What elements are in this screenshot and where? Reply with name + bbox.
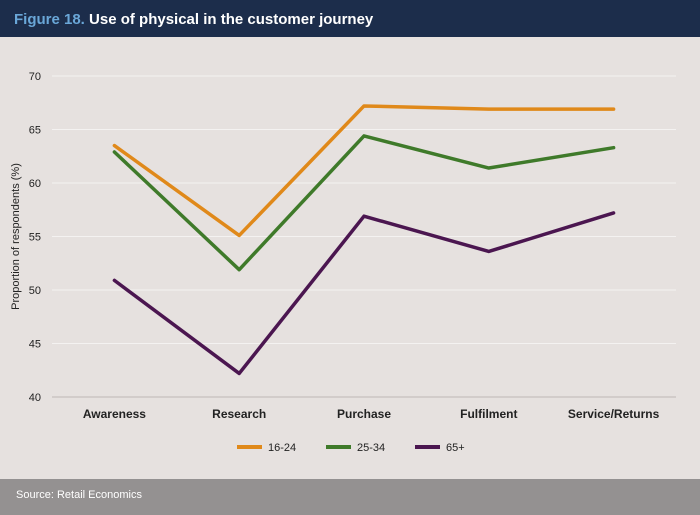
y-tick-label: 40 [29, 392, 41, 404]
source-footer: Source: Retail Economics [0, 479, 700, 515]
figure-header: Figure 18. Use of physical in the custom… [0, 0, 700, 37]
y-tick-label: 65 [29, 125, 41, 137]
y-axis-label: Proportion of respondents (%) [10, 163, 22, 310]
x-category-label: Awareness [83, 407, 146, 421]
x-category-label: Purchase [337, 407, 391, 421]
y-tick-label: 55 [29, 232, 41, 244]
series-line-65+ [112, 211, 616, 376]
x-axis-categories: Awareness Research Purchase Fulfilment Servi… [83, 407, 660, 421]
source-note: Source: Retail Economics [16, 489, 142, 501]
x-category-label: Research [212, 407, 266, 421]
series-lines [112, 104, 616, 376]
grid-lines [52, 75, 676, 398]
legend-label: 25-34 [357, 442, 385, 454]
y-tick-label: 60 [29, 178, 41, 190]
figure-label: Figure 18. [14, 11, 85, 28]
series-line-25-34 [112, 134, 616, 272]
legend-label: 65+ [446, 442, 465, 454]
legend-item: 16-24 [237, 442, 296, 454]
y-tick-label: 50 [29, 285, 41, 297]
figure-title: Use of physical in the customer journey [89, 11, 374, 28]
line-chart: 40 45 50 55 60 65 70 Proportion of respondents… [10, 71, 676, 454]
y-tick-label: 70 [29, 71, 41, 83]
x-category-label: Service/Returns [568, 407, 660, 421]
legend-item: 25-34 [326, 442, 385, 454]
legend-item: 65+ [415, 442, 465, 454]
legend-label: 16-24 [268, 442, 296, 454]
legend: 16-24 25-34 65+ [237, 442, 465, 454]
x-category-label: Fulfilment [460, 407, 517, 421]
y-axis-ticks: 40 45 50 55 60 65 70 [29, 71, 41, 404]
series-line-16-24 [112, 104, 616, 238]
y-tick-label: 45 [29, 339, 41, 351]
